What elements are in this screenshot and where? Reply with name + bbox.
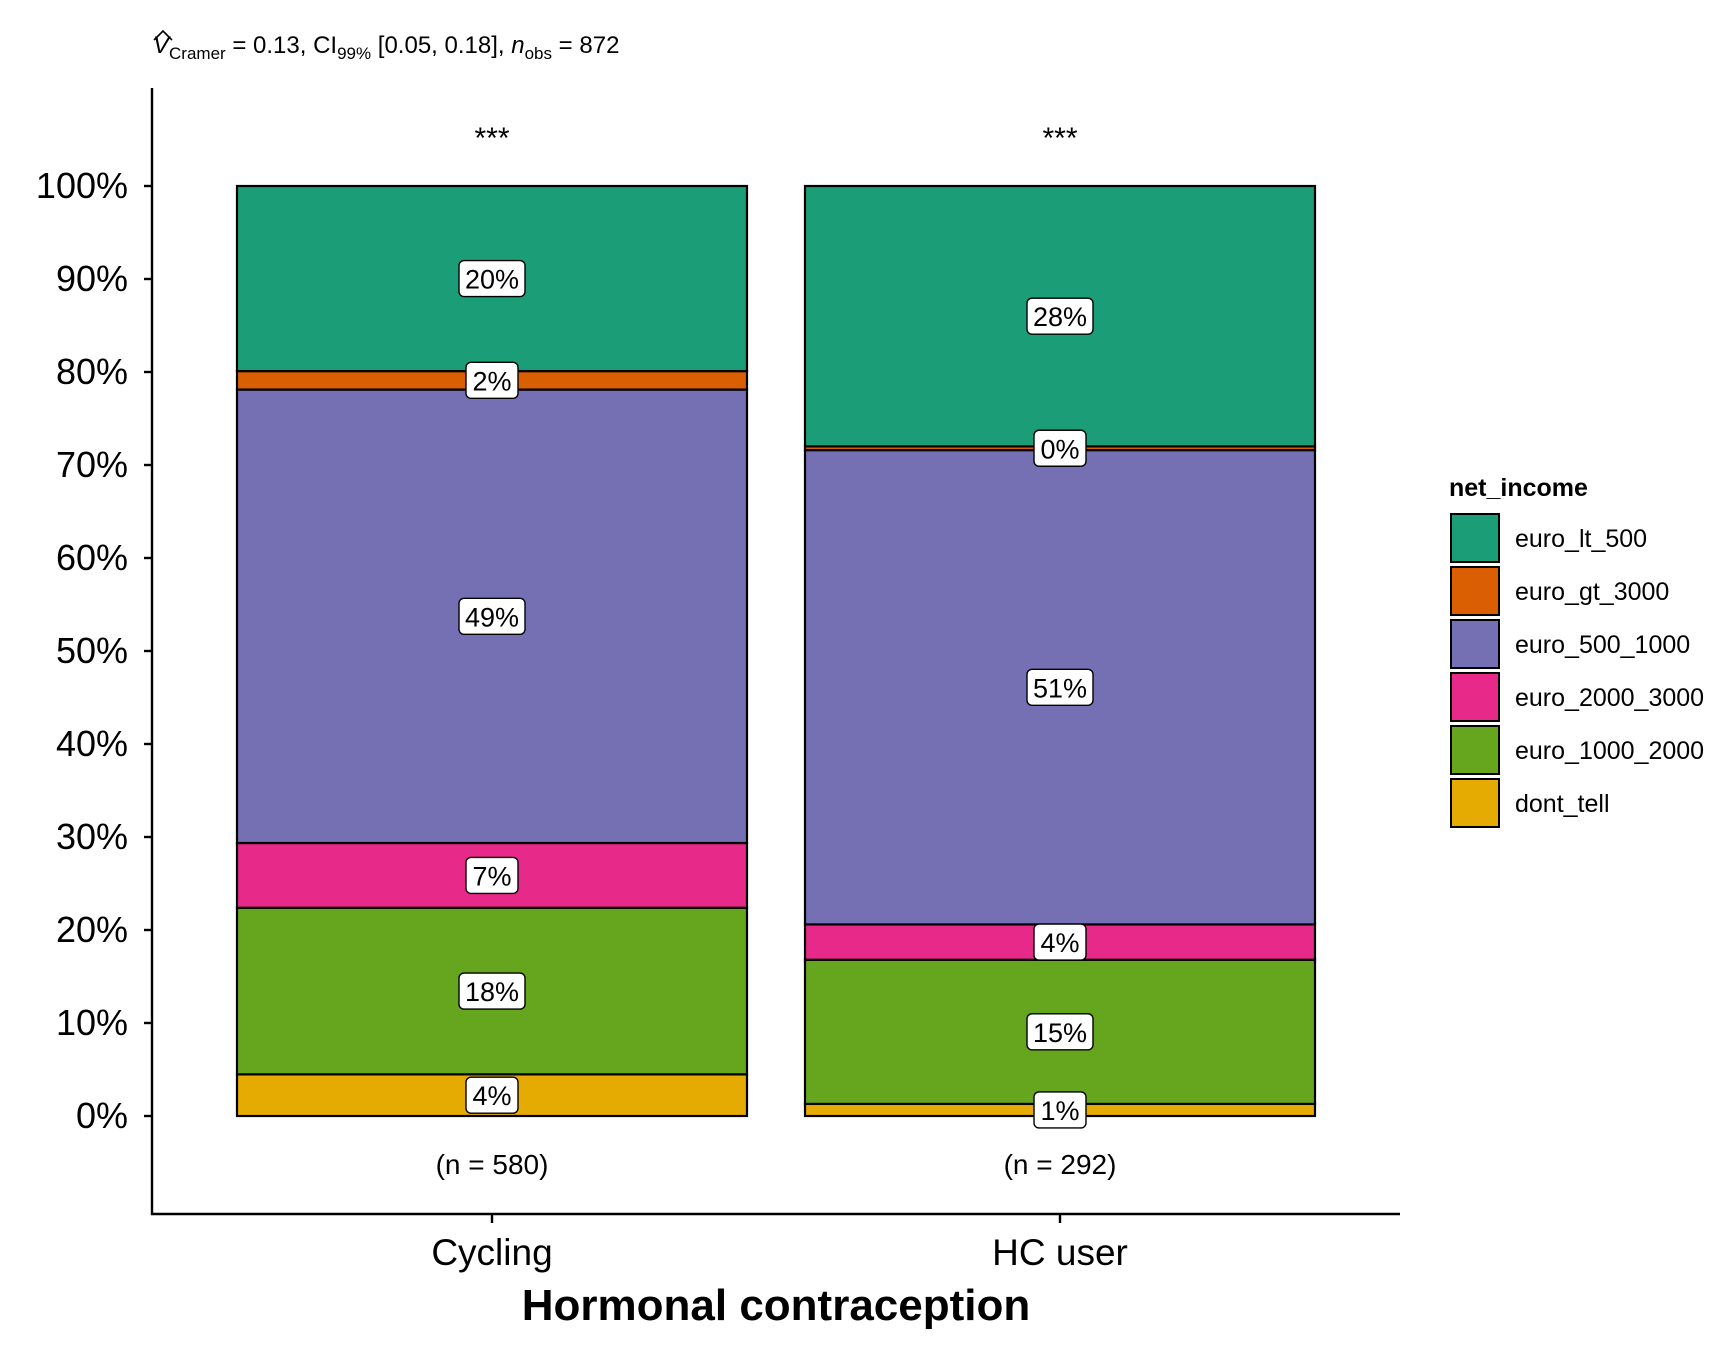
chart-subtitle-text: VCramer = 0.13, CI99% [0.05, 0.18], nobs… (153, 32, 619, 63)
legend-swatch (1450, 778, 1500, 828)
y-tick-label: 10% (56, 1002, 128, 1043)
bar-annotations: *** (n = 580) *** (n = 292) (436, 122, 1117, 1180)
legend-label: euro_gt_3000 (1515, 578, 1669, 606)
legend-swatch (1450, 566, 1500, 616)
data-label: 4% (1040, 928, 1079, 958)
legend-label: euro_500_1000 (1515, 631, 1690, 659)
legend-title: net_income (1449, 474, 1588, 502)
bar-segments (235, 184, 1317, 1118)
y-tick-label: 0% (76, 1095, 128, 1136)
x-axis-ticks: Cycling HC user (431, 1214, 1128, 1273)
y-tick-label: 80% (56, 351, 128, 392)
x-tick-label: Cycling (431, 1232, 552, 1273)
count-label: (n = 580) (436, 1149, 549, 1180)
data-label: 0% (1040, 434, 1079, 464)
data-label-box (1026, 1013, 1094, 1051)
data-label: 1% (1040, 1096, 1079, 1126)
legend: net_income euro_lt_500 euro_gt_3000 euro_5… (1449, 474, 1704, 828)
data-label-box (458, 972, 526, 1010)
legend-label: dont_tell (1515, 790, 1610, 818)
data-label-box (465, 361, 519, 400)
data-label: 49% (465, 602, 519, 632)
y-tick-label: 40% (56, 723, 128, 764)
data-label-box (1026, 668, 1094, 706)
data-label: 15% (1033, 1018, 1087, 1048)
y-tick-label: 30% (56, 816, 128, 857)
data-label: 18% (465, 977, 519, 1007)
legend-swatch (1450, 513, 1500, 563)
bar-segment (803, 184, 1317, 448)
legend-swatch (1450, 619, 1500, 669)
y-tick-label: 90% (56, 258, 128, 299)
legend-label: euro_1000_2000 (1515, 737, 1704, 765)
significance-label: *** (1042, 122, 1077, 155)
data-label-box (1033, 429, 1087, 467)
data-label: 51% (1033, 673, 1087, 703)
x-tick-label: HC user (992, 1232, 1128, 1273)
legend-swatch (1450, 672, 1500, 722)
data-label-box (458, 259, 526, 298)
segment-labels: 4% 18% 7% 49% 2% 20% 1% 15% 4% 51% 0% 28% (458, 259, 1094, 1129)
data-label-box (458, 597, 526, 635)
count-label: (n = 292) (1004, 1149, 1117, 1180)
x-axis-title: Hormonal contraception (522, 1281, 1031, 1330)
y-tick-label: 20% (56, 909, 128, 950)
data-label: 7% (472, 861, 511, 891)
legend-label: euro_2000_3000 (1515, 684, 1704, 712)
legend-items: euro_lt_500 euro_gt_3000 euro_500_1000euro… (1450, 513, 1704, 828)
y-tick-label: 70% (56, 444, 128, 485)
data-label: 20% (465, 265, 519, 295)
legend-label: euro_lt_500 (1515, 525, 1647, 553)
chart-subtitle: VCramer = 0.13, CI99% [0.05, 0.18], nobs… (153, 29, 619, 63)
y-tick-label: 60% (56, 537, 128, 578)
data-label-box (1033, 1091, 1087, 1129)
legend-swatch (1450, 725, 1500, 775)
data-label-box (465, 1076, 519, 1114)
data-label-box (1033, 923, 1087, 961)
data-label: 28% (1033, 302, 1087, 332)
data-label: 4% (472, 1081, 511, 1111)
data-label-box (465, 856, 519, 895)
y-tick-label: 100% (36, 165, 128, 206)
data-label: 2% (472, 366, 511, 396)
y-tick-label: 50% (56, 630, 128, 671)
data-label-box (1026, 297, 1094, 335)
significance-label: *** (474, 122, 509, 155)
y-axis-ticks: 0% 10% 20% 30% 40% 50% 60% 70% 80% 90% 100% (36, 165, 152, 1136)
hat-icon (153, 29, 173, 41)
